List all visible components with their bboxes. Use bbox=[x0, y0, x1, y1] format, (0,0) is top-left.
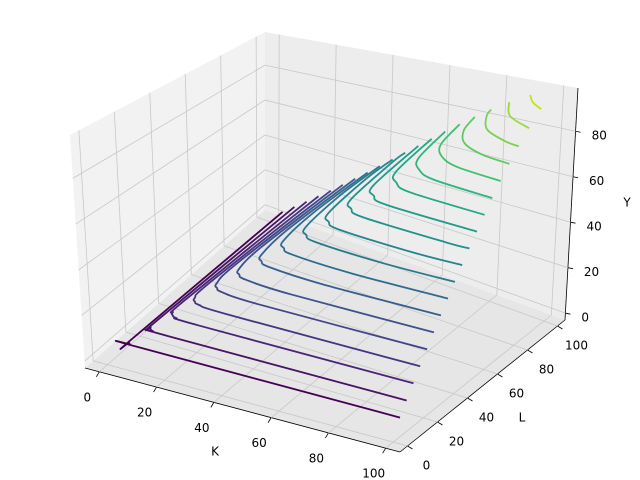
tick-mark bbox=[325, 432, 329, 439]
grid-line bbox=[264, 99, 574, 178]
contour-line bbox=[169, 201, 414, 385]
tick-mark bbox=[570, 221, 576, 224]
contour-line bbox=[302, 165, 456, 283]
z-axis-label: Y bbox=[622, 196, 631, 210]
tick-mark bbox=[497, 373, 503, 378]
z-tick-label: 40 bbox=[586, 220, 601, 234]
grid-line bbox=[264, 204, 566, 314]
grid-line bbox=[213, 254, 388, 403]
grid-line bbox=[149, 92, 160, 304]
grid-line bbox=[93, 360, 408, 447]
grid-line bbox=[156, 234, 334, 388]
grid-line bbox=[78, 134, 266, 271]
tick-mark bbox=[567, 267, 574, 270]
x-tick-label: 80 bbox=[309, 451, 324, 465]
grid-line bbox=[387, 54, 394, 256]
x-axis-line bbox=[84, 367, 401, 453]
pane-left bbox=[70, 32, 265, 368]
contour-line bbox=[144, 206, 407, 402]
y-tick-label: 0 bbox=[423, 459, 431, 473]
x-tick-label: 40 bbox=[194, 421, 209, 435]
pane-back bbox=[265, 32, 578, 320]
grid-line bbox=[255, 36, 258, 218]
grid-line bbox=[264, 134, 571, 223]
contour-line bbox=[484, 108, 520, 148]
contour-line bbox=[507, 102, 530, 129]
grid-line bbox=[78, 130, 94, 361]
contour-line bbox=[114, 211, 401, 419]
contour-line bbox=[438, 123, 501, 182]
y-tick-label: 60 bbox=[509, 387, 524, 401]
grid-line bbox=[385, 314, 552, 449]
contour-line bbox=[461, 116, 510, 165]
grid-line bbox=[550, 85, 565, 316]
x-tick-label: 100 bbox=[362, 467, 385, 480]
grid-line bbox=[264, 169, 569, 269]
y-tick-label: 80 bbox=[539, 363, 554, 377]
grid-line bbox=[270, 274, 443, 418]
tick-mark bbox=[557, 325, 563, 330]
grid-line bbox=[441, 65, 451, 276]
x-tick-label: 0 bbox=[83, 390, 91, 404]
contour-line bbox=[529, 94, 542, 110]
contour-line bbox=[368, 145, 478, 233]
contour-line bbox=[391, 138, 485, 216]
grid-line bbox=[75, 99, 266, 225]
x-tick-label: 60 bbox=[251, 436, 266, 450]
tick-mark bbox=[382, 447, 387, 454]
contour-line bbox=[236, 184, 435, 334]
grid-line bbox=[125, 331, 438, 423]
tick-mark bbox=[527, 349, 533, 354]
y-axis-line bbox=[399, 319, 566, 453]
tick-mark bbox=[565, 312, 571, 315]
grid-line bbox=[496, 75, 508, 296]
grid-line bbox=[191, 274, 498, 375]
tick-mark bbox=[467, 397, 473, 402]
z-axis-line bbox=[564, 87, 579, 321]
tick-mark bbox=[572, 176, 579, 179]
tick-mark bbox=[267, 417, 272, 423]
tick-mark bbox=[575, 130, 581, 133]
z-tick-label: 60 bbox=[589, 174, 604, 188]
grid-line bbox=[158, 302, 468, 399]
contour-line bbox=[415, 130, 493, 199]
x-tick-label: 20 bbox=[137, 406, 152, 420]
tick-mark bbox=[95, 371, 100, 378]
grid-line bbox=[332, 44, 337, 236]
tick-mark bbox=[210, 402, 215, 408]
grid-line bbox=[278, 34, 280, 216]
y-tick-label: 40 bbox=[479, 411, 494, 425]
grid-line bbox=[81, 169, 266, 316]
grid-line bbox=[220, 55, 225, 246]
z-tick-label: 0 bbox=[581, 311, 589, 325]
y-tick-label: 20 bbox=[449, 435, 464, 449]
contour-line bbox=[346, 152, 470, 250]
grid-line bbox=[113, 111, 127, 333]
contour-line bbox=[214, 189, 428, 351]
y-tick-label: 100 bbox=[565, 339, 588, 353]
x-axis-label: K bbox=[211, 445, 220, 459]
grid-line bbox=[72, 64, 266, 179]
contour-line bbox=[324, 158, 463, 266]
contour-line bbox=[192, 195, 421, 368]
contour-line bbox=[280, 171, 449, 300]
z-tick-label: 80 bbox=[592, 129, 607, 143]
grid-line bbox=[264, 64, 576, 132]
z-tick-label: 20 bbox=[584, 265, 599, 279]
y-axis-label: L bbox=[519, 411, 526, 425]
tick-mark bbox=[153, 386, 157, 393]
contour-line bbox=[258, 178, 442, 317]
tick-mark bbox=[437, 421, 443, 426]
grid-line bbox=[184, 74, 192, 275]
tick-mark bbox=[407, 445, 413, 450]
grid-line bbox=[84, 204, 266, 362]
